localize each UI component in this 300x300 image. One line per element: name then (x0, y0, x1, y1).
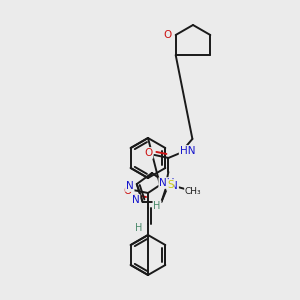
Text: H: H (153, 201, 161, 211)
Text: O: O (144, 148, 152, 158)
Text: O: O (123, 186, 131, 196)
Text: NH: NH (159, 178, 175, 188)
Text: CH₃: CH₃ (185, 187, 202, 196)
Text: HN: HN (180, 146, 195, 156)
Text: N: N (170, 181, 178, 191)
Text: H: H (135, 223, 143, 233)
Text: N: N (132, 195, 140, 205)
Text: N: N (126, 181, 134, 191)
Text: O: O (164, 30, 172, 40)
Text: S: S (167, 180, 174, 190)
